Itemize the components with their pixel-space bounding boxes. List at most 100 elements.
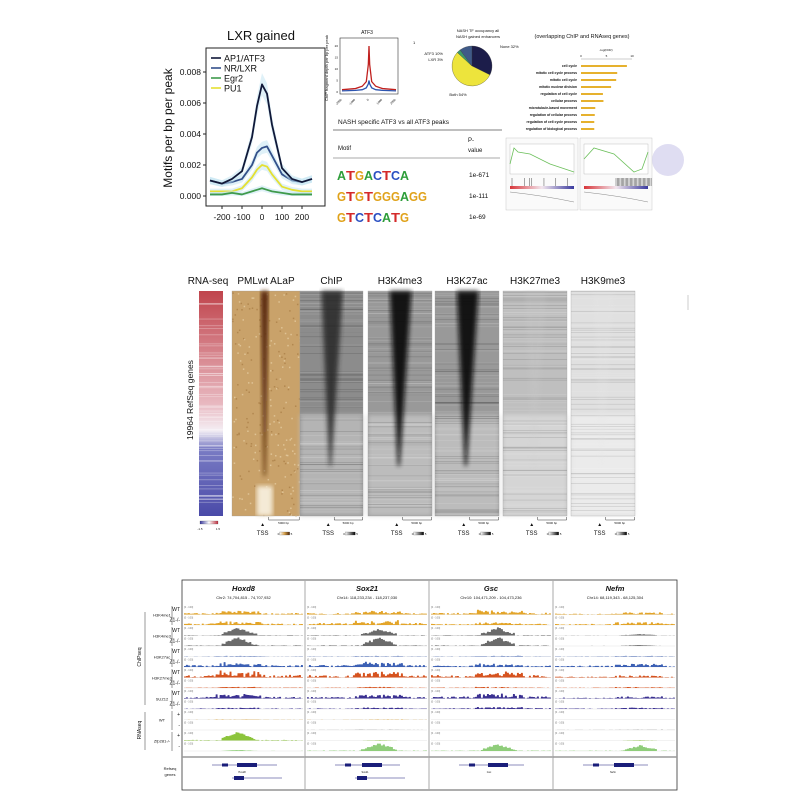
heatmap-noise [289,310,291,312]
heatmap-row-stripe [435,491,499,493]
heatmap-noise [239,344,242,347]
gene-name: Hoxd8 [232,584,256,593]
heatmap-noise [243,440,245,442]
heatmap-noise [242,337,245,340]
heatmap-noise [258,450,261,452]
heatmap-noise [250,359,253,361]
enrichment-axes [509,143,575,175]
heatmap-noise [291,486,294,489]
heatmap-noise [236,331,239,334]
heatmap-row-stripe [435,480,499,481]
gene-name: Nefm [606,584,625,593]
y-tick-label: 0.008 [180,67,202,77]
track-scale: [0 - 100] [184,711,193,714]
heatmap-noise [232,496,234,498]
heatmap-row-stripe [368,504,432,505]
heatmap-row-stripe [300,494,363,496]
track-scale: [0 - 100] [307,648,316,651]
track-scale: [0 - 100] [307,711,316,714]
heatmap-row-stripe [199,416,223,418]
heatmap-noise [288,486,291,489]
legend-min: 0 [615,532,617,536]
heatmap-row-stripe [300,478,363,480]
heatmap-border [299,290,364,517]
heatmap-noise [254,485,256,487]
track-scale: [0 - 100] [431,638,440,641]
heatmap-row-stripe [368,464,432,466]
x-tick-label: 100 [275,212,289,222]
heatmap-noise [237,293,240,295]
heatmap-noise [279,330,282,332]
heatmap-row-stripe [199,434,223,435]
heatmap-noise [259,402,262,405]
heatmap-noise [270,405,272,407]
refseq-gene-label: Nefm [610,771,616,774]
signal-track [184,610,303,615]
scale-bar [537,517,567,521]
track-scale: [0 - 100] [307,680,316,683]
pie-title-1: NASH TF occupancy all [457,28,499,33]
refseq-gene-label: Sox21 [361,771,369,774]
motif-logo-letter: G [337,210,346,225]
heatmap-row-stripe [199,495,223,497]
col-motif: Motif [338,146,351,152]
tss-label: TSS [458,531,470,537]
heatmap-noise [277,444,280,446]
heatmap-row-stripe [435,462,499,464]
heatmap-row-stripe [368,505,432,506]
motif-logo-letter: A [382,210,392,225]
heatmap-noise [259,432,262,434]
heatmap-noise [247,303,249,305]
heatmap-row-stripe [199,498,223,500]
heatmap-row-stripe [503,508,567,509]
signal-track [555,696,675,699]
motif-logo-letter: G [400,210,409,225]
heatmap-row-stripe [199,496,223,497]
locus-coordinates: Chr14: 118,233,234 - 118,237,030 [337,595,398,600]
locus-coordinates: Chr10: 104,471,209 - 104,473,236 [460,595,522,600]
legend-min: 0 [343,532,345,536]
heatmap-column-title: H3K27ac [446,276,487,287]
heatmap-noise [299,514,301,517]
legend-label: PU1 [224,84,242,94]
heatmap-row-stripe [300,503,363,505]
track-scale: [0 - 100] [431,627,440,630]
gene-exon [593,763,599,767]
heatmap-noise [298,398,301,400]
heatmap-row-stripe [435,514,499,515]
scale-label: 5000 bp [278,521,289,525]
track-label: - [178,723,180,729]
bar [581,65,627,67]
track-scale: [0 - 100] [307,701,316,704]
signal-track [307,671,427,678]
heatmap-noise [281,366,284,368]
heatmap-noise [242,319,245,321]
heatmap-row-stripe [503,465,567,467]
signal-track [431,693,551,699]
heatmap-noise [275,433,277,436]
signal-track [431,663,551,667]
heatmap-noise [259,319,261,321]
heatmap-row-stripe [368,503,432,504]
ranked-metric-curve [509,191,575,203]
heatmap-row-stripe [503,486,567,488]
heatmap-noise [288,511,291,514]
heatmap-noise [261,433,263,436]
heatmap-row-stripe [300,490,363,491]
bar-label: regulation of cell cycle [540,92,577,96]
heatmap-noise [284,332,287,335]
bar [581,86,612,88]
heatmap-noise [239,475,242,477]
track-label: - [178,744,180,750]
heatmap-row-stripe [503,470,567,471]
signal-track [184,732,303,741]
heatmap-noise [269,344,271,347]
heatmap-row-stripe [199,417,223,418]
motif-logo-letter: C [355,210,365,225]
bar [581,72,618,74]
low-signal-region [256,486,273,516]
heatmap-row-stripe [199,357,223,359]
motif-table: NASH specific ATF3 vs all ATF3 peaks Mot… [333,119,502,225]
heatmap-row-stripe [199,429,223,430]
heatmap-noise [291,497,293,500]
